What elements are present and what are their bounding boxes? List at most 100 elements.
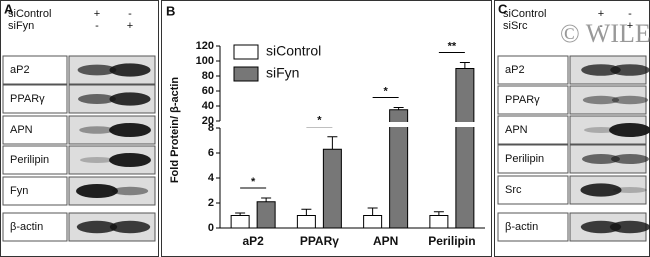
row-label: aP2	[10, 64, 30, 76]
y-tick-label: 8	[208, 122, 214, 134]
panel-label: C	[498, 1, 508, 16]
row-label: APN	[505, 124, 528, 136]
y-tick-label: 0	[208, 222, 214, 234]
panel-label: B	[166, 3, 175, 18]
row-label-box	[2, 115, 68, 145]
row-label: APN	[10, 124, 33, 136]
x-tick-label: PPARγ	[300, 234, 339, 248]
blot-band	[580, 183, 622, 197]
error-bar	[261, 197, 272, 202]
y-tick-label: 60	[202, 85, 214, 97]
condition-sign: -	[628, 8, 632, 20]
error-bar	[327, 136, 338, 150]
legend-swatch	[233, 66, 259, 82]
blot-band	[109, 153, 151, 167]
row-label: PPARγ	[505, 94, 540, 106]
blot-band	[109, 220, 151, 234]
bar	[363, 215, 383, 229]
row-label-box	[497, 115, 569, 145]
bar	[256, 201, 276, 229]
blot-band	[79, 126, 115, 134]
row-label-box	[497, 144, 569, 174]
y-tick-label: 6	[208, 147, 214, 159]
row-label-box	[2, 84, 68, 114]
significance-label: *	[251, 176, 256, 188]
row-label-box	[497, 55, 569, 85]
legend-label: siFyn	[266, 65, 299, 81]
y-tick-label: 20	[202, 115, 214, 127]
row-label-box	[2, 212, 68, 242]
row-label: Perilipin	[10, 154, 49, 166]
blot-band	[582, 95, 620, 105]
y-tick-label: 120	[196, 40, 214, 52]
blot-band	[78, 94, 116, 104]
y-tick-label: 2	[208, 197, 214, 209]
row-label-box	[2, 176, 68, 206]
row-label: Fyn	[10, 185, 28, 197]
blot-band	[611, 154, 649, 164]
condition-label: siFyn	[8, 20, 34, 32]
y-tick-label: 80	[202, 70, 214, 82]
row-label: PPARγ	[10, 93, 45, 105]
significance-label: *	[317, 115, 322, 127]
condition-label: siControl	[503, 8, 546, 20]
blot-band	[77, 64, 117, 76]
condition-sign: -	[128, 8, 132, 20]
blot-band	[580, 220, 622, 234]
row-label: β-actin	[505, 221, 538, 233]
condition-sign: -	[599, 20, 603, 32]
y-tick-label: 4	[208, 172, 215, 184]
row-label-box	[497, 212, 569, 242]
axis-break	[214, 122, 485, 127]
condition-sign: +	[627, 20, 633, 32]
row-label-box	[2, 55, 68, 85]
row-label-box	[2, 145, 68, 175]
condition-label: siControl	[8, 8, 51, 20]
x-tick-label: Perilipin	[428, 234, 475, 248]
blot-band	[111, 186, 149, 196]
blot-band	[76, 220, 118, 234]
row-label: Src	[505, 184, 522, 196]
y-tick-label: 100	[196, 55, 214, 67]
condition-sign: +	[94, 8, 100, 20]
row-label-box	[497, 85, 569, 115]
error-bar	[235, 212, 246, 216]
y-axis-label: Fold Protein/ β-actin	[169, 77, 181, 184]
blot-band	[76, 184, 118, 198]
significance-label: *	[383, 85, 388, 97]
x-tick-label: aP2	[242, 234, 264, 248]
row-label-box	[497, 175, 569, 205]
bar	[296, 215, 316, 229]
row-label: aP2	[505, 64, 525, 76]
error-bar	[459, 62, 470, 69]
blot-band	[581, 64, 621, 76]
blot-band	[609, 220, 650, 234]
error-bar	[433, 211, 444, 216]
error-bar	[393, 107, 404, 110]
significance-label: **	[448, 40, 457, 52]
blot-band	[610, 64, 650, 76]
blot-band	[611, 95, 649, 105]
x-tick-label: APN	[373, 234, 398, 248]
condition-sign: +	[598, 8, 604, 20]
bar	[429, 215, 449, 229]
legend-swatch	[233, 44, 259, 60]
legend-label: siControl	[266, 43, 321, 59]
panel-label: A	[4, 1, 14, 16]
error-bar	[301, 208, 312, 216]
condition-label: siSrc	[503, 20, 528, 32]
blot-band	[109, 63, 151, 77]
row-label: Perilipin	[505, 153, 544, 165]
blot-band	[109, 92, 151, 106]
condition-sign: -	[95, 20, 99, 32]
row-label: β-actin	[10, 221, 43, 233]
y-tick-label: 40	[202, 100, 214, 112]
bar	[389, 109, 409, 229]
watermark: © WILEY	[560, 19, 650, 48]
blot-box	[569, 85, 647, 115]
bar	[322, 148, 342, 229]
bar	[455, 68, 475, 229]
condition-sign: +	[127, 20, 133, 32]
blot-band	[613, 187, 647, 193]
